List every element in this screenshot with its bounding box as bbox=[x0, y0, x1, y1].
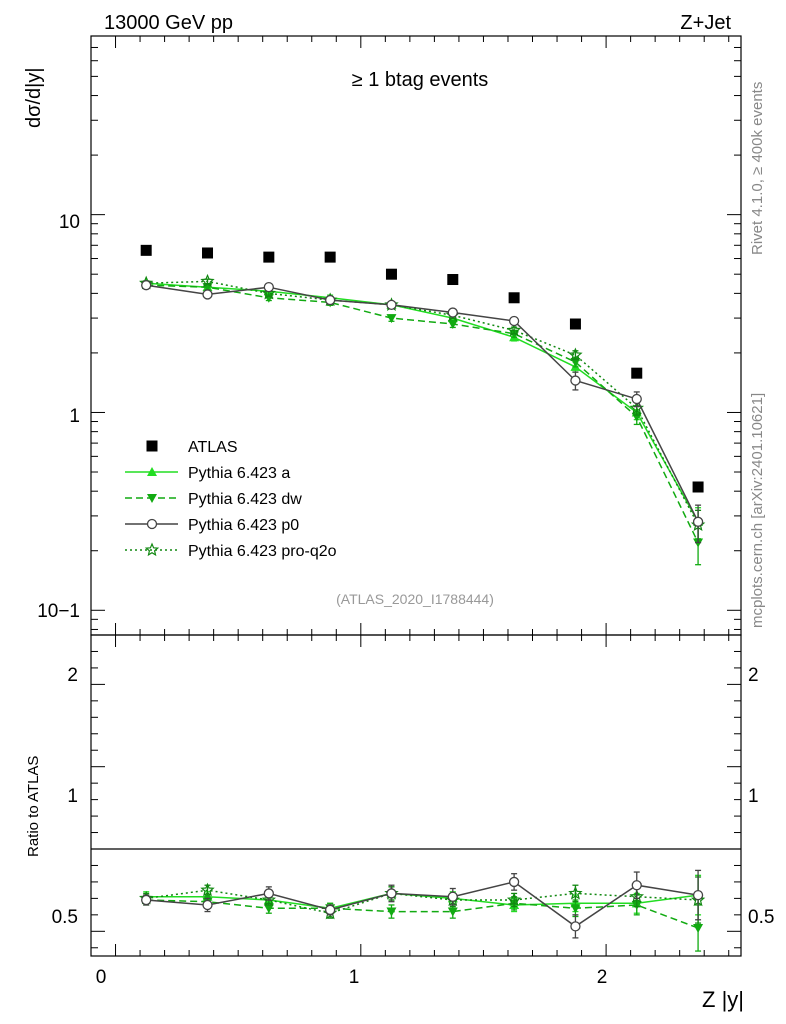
ratio-point bbox=[692, 889, 704, 901]
legend-markers bbox=[125, 440, 178, 557]
data-point bbox=[386, 299, 397, 310]
legend-marker bbox=[147, 467, 157, 476]
data-point bbox=[692, 481, 704, 493]
ratio-tick-label-0.5: 0.5 bbox=[52, 907, 78, 928]
ratio-point bbox=[506, 892, 522, 907]
header-left: 13000 GeV pp bbox=[104, 12, 233, 34]
series-line-main bbox=[146, 284, 699, 523]
x-tick-label-1: 1 bbox=[349, 967, 360, 988]
legend-marker bbox=[146, 440, 158, 452]
ratio-point bbox=[447, 907, 458, 917]
ratio-point bbox=[261, 892, 276, 907]
series-pythia-6-423-p0 bbox=[141, 280, 704, 939]
data-point bbox=[447, 307, 458, 318]
ratio-point bbox=[570, 904, 581, 914]
ratio-tick-label-right-1: 1 bbox=[748, 786, 759, 807]
series-line-ratio bbox=[146, 889, 699, 914]
data-point bbox=[202, 247, 214, 259]
data-point bbox=[569, 318, 581, 330]
ratio-point bbox=[386, 888, 397, 899]
ratio-point bbox=[629, 889, 645, 903]
ratio-tick-label-1: 1 bbox=[67, 786, 78, 807]
series-line-ratio bbox=[146, 899, 699, 929]
y-tick-label-1: 1 bbox=[69, 406, 80, 427]
data-point bbox=[202, 289, 213, 300]
ratio-panel-frame bbox=[90, 634, 742, 957]
data-point bbox=[385, 268, 397, 280]
data-point bbox=[447, 320, 458, 330]
legend-marker bbox=[144, 542, 160, 557]
ratio-tick-label-right-0.5: 0.5 bbox=[748, 907, 774, 928]
series-pythia-6-423-dw bbox=[141, 281, 704, 952]
plot-title: ≥ 1 btag events bbox=[352, 69, 489, 91]
axis-ticks bbox=[91, 35, 741, 956]
ratio-point bbox=[202, 899, 213, 911]
ratio-tick-label-2: 2 bbox=[67, 665, 78, 686]
series-line-main bbox=[146, 282, 699, 523]
data-point bbox=[263, 251, 275, 263]
mcplots-label: mcplots.cern.ch [arXiv:2401.10621] bbox=[749, 393, 766, 628]
data-point bbox=[263, 282, 274, 293]
x-tick-label-0: 0 bbox=[96, 967, 107, 988]
legend-marker bbox=[147, 494, 157, 503]
legend-marker bbox=[146, 518, 158, 530]
legend-label-pythia-a: Pythia 6.423 a bbox=[188, 465, 290, 482]
ratio-point bbox=[263, 904, 274, 914]
data-point bbox=[324, 251, 336, 263]
rivet-version-label: Rivet 4.1.0, ≥ 400k events bbox=[749, 82, 766, 255]
ratio-point bbox=[325, 904, 336, 916]
data-point bbox=[508, 292, 520, 304]
data-point bbox=[141, 280, 152, 291]
series-line-main bbox=[146, 280, 699, 526]
ratio-point bbox=[141, 894, 152, 906]
x-tick-label-2: 2 bbox=[597, 967, 608, 988]
ratio-tick-label-right-2: 2 bbox=[748, 665, 759, 686]
data-point bbox=[508, 315, 520, 327]
y-tick-label-10: 10 bbox=[59, 212, 80, 233]
analysis-id: (ATLAS_2020_I1788444) bbox=[336, 591, 494, 607]
y-axis-label: dσ/d|y| bbox=[23, 67, 45, 128]
series-atlas bbox=[140, 244, 704, 493]
data-point bbox=[325, 294, 336, 306]
ratio-point bbox=[631, 880, 642, 891]
ratio-point bbox=[447, 891, 458, 902]
data-marks bbox=[139, 244, 706, 952]
legend-label-atlas: ATLAS bbox=[188, 439, 238, 456]
legend-label-pythia-pro-q2o: Pythia 6.423 pro-q2o bbox=[188, 543, 337, 560]
data-point bbox=[447, 274, 459, 286]
legend-label-pythia-dw: Pythia 6.423 dw bbox=[188, 491, 302, 508]
data-point bbox=[140, 244, 152, 256]
data-point bbox=[692, 516, 704, 527]
ratio-point bbox=[200, 882, 215, 897]
ratio-point bbox=[693, 924, 704, 934]
series-line-ratio bbox=[146, 881, 699, 928]
series-line-main bbox=[146, 284, 699, 543]
x-axis-label: Z |y| bbox=[702, 987, 744, 1012]
data-point bbox=[261, 285, 276, 300]
data-point bbox=[570, 375, 581, 386]
series-line-ratio bbox=[146, 892, 699, 910]
data-point bbox=[506, 322, 522, 337]
ratio-point bbox=[263, 888, 274, 899]
ratio-point bbox=[508, 876, 520, 888]
ratio-point bbox=[568, 885, 583, 900]
data-point bbox=[386, 314, 397, 324]
ratio-axis-label: Ratio to ATLAS bbox=[25, 756, 42, 857]
data-point bbox=[200, 273, 215, 288]
ratio-point bbox=[570, 921, 581, 932]
header-right: Z+Jet bbox=[680, 12, 731, 34]
data-point bbox=[631, 393, 642, 405]
y-tick-label-0.1: 10−1 bbox=[37, 601, 80, 622]
data-point bbox=[631, 367, 643, 379]
legend-label-pythia-p0: Pythia 6.423 p0 bbox=[188, 517, 299, 534]
ratio-point bbox=[386, 907, 397, 917]
data-point bbox=[568, 347, 583, 362]
